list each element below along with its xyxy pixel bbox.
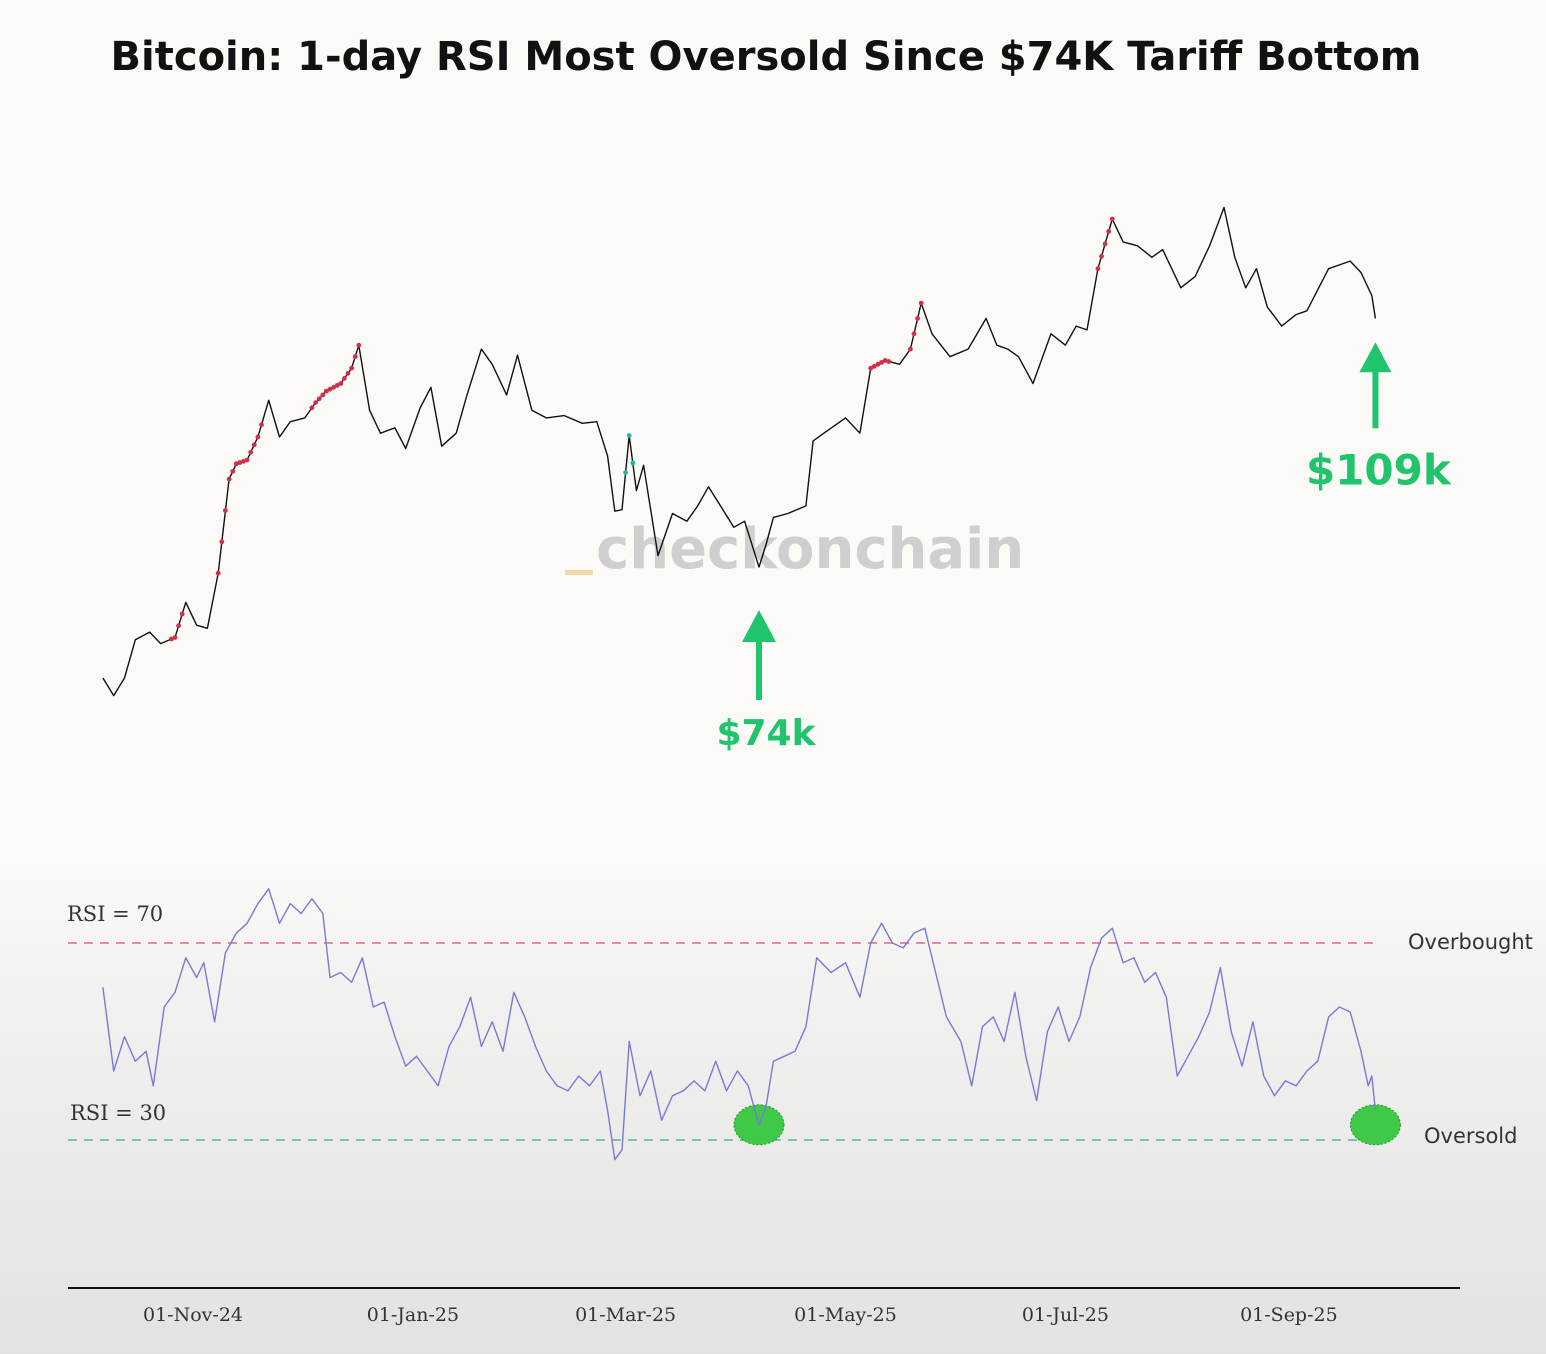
oversold-marker: [623, 470, 628, 475]
overbought-marker: [911, 331, 917, 337]
watermark-underscore: [565, 570, 593, 575]
overbought-marker: [918, 300, 924, 306]
rsi-70-label: RSI = 70: [67, 902, 163, 926]
overbought-marker: [324, 388, 329, 394]
overbought-marker: [871, 363, 877, 369]
overbought-marker: [241, 458, 246, 464]
overbought-marker: [179, 611, 185, 617]
overbought-marker: [309, 405, 315, 411]
x-tick-label: 01-Nov-24: [143, 1304, 243, 1326]
x-axis: 01-Nov-24 01-Jan-25 01-Mar-25 01-May-25 01-J…: [68, 1287, 1460, 1326]
annotation-label: $109k: [1306, 445, 1452, 494]
overbought-marker: [908, 346, 913, 352]
overbought-marker: [1102, 241, 1108, 247]
overbought-label: Overbought: [1408, 930, 1533, 954]
rsi-panel: RSI = 70 RSI = 30 Overbought Oversold: [67, 888, 1533, 1161]
oversold-highlight-1: [1349, 1104, 1401, 1146]
overbought-marker: [879, 360, 884, 365]
overbought-marker: [313, 400, 318, 405]
overbought-marker: [331, 384, 336, 390]
annotation-arrow-head: [741, 610, 776, 643]
x-tick-label: 01-Sep-25: [1240, 1304, 1338, 1326]
overbought-marker: [316, 396, 322, 402]
overbought-marker: [219, 539, 225, 545]
price-line: [102, 206, 1377, 697]
overbought-marker: [223, 508, 228, 513]
overbought-marker: [259, 422, 264, 428]
overbought-marker: [1095, 266, 1101, 272]
oversold-marker: [626, 433, 632, 438]
x-tick-label: 01-Mar-25: [575, 1304, 676, 1326]
overbought-marker: [342, 376, 347, 381]
overbought-marker: [327, 386, 333, 392]
annotation-label: $74k: [716, 713, 816, 754]
overbought-marker: [338, 381, 344, 386]
rsi-30-label: RSI = 30: [70, 1101, 166, 1125]
overbought-marker: [320, 392, 326, 398]
overbought-marker: [226, 476, 232, 482]
overbought-marker: [875, 361, 881, 367]
overbought-marker: [1106, 229, 1112, 234]
rsi-line: [102, 888, 1377, 1161]
oversold-marker: [630, 460, 636, 466]
overbought-marker: [352, 354, 358, 360]
overbought-marker: [244, 457, 250, 463]
x-tick-label: 01-May-25: [794, 1304, 897, 1326]
overbought-marker: [334, 383, 340, 388]
annotation-1: $109k: [1306, 342, 1452, 494]
overbought-marker: [882, 358, 888, 363]
annotation-0: $74k: [716, 610, 817, 754]
overbought-marker: [248, 449, 254, 455]
overbought-marker: [915, 316, 920, 321]
overbought-marker: [345, 370, 351, 376]
x-tick-label: 01-Jan-25: [367, 1304, 459, 1326]
overbought-marker: [886, 359, 892, 364]
overbought-marker: [1099, 253, 1104, 259]
overbought-marker: [868, 365, 874, 371]
chart-title: Bitcoin: 1-day RSI Most Oversold Since $…: [111, 34, 1422, 80]
overbought-marker: [215, 570, 221, 576]
overbought-marker: [251, 442, 257, 448]
overbought-marker: [349, 365, 354, 371]
overbought-marker: [356, 342, 362, 348]
overbought-marker: [176, 623, 182, 629]
annotations: $74k $109k: [716, 342, 1452, 754]
overbought-marker: [230, 469, 236, 474]
oversold-label: Oversold: [1424, 1124, 1517, 1148]
annotation-arrow-head: [1359, 342, 1392, 373]
overbought-marker: [172, 635, 178, 640]
watermark: checkonchain: [565, 517, 1024, 582]
price-panel: [102, 206, 1377, 697]
overbought-marker: [255, 434, 261, 440]
x-tick-label: 01-Jul-25: [1022, 1304, 1109, 1326]
overbought-marker: [1109, 216, 1115, 222]
overbought-marker: [169, 636, 174, 642]
overbought-marker: [233, 461, 239, 467]
